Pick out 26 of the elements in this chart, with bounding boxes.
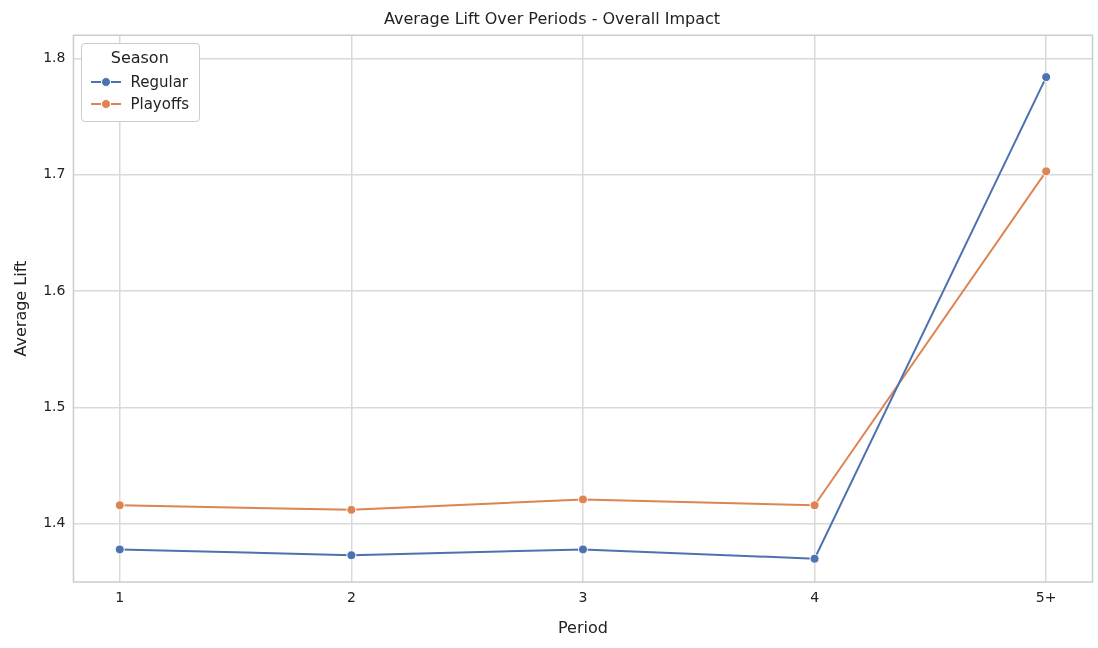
x-tick-label: 3 [578,589,588,606]
y-axis-title: Average Lift [10,260,30,357]
y-tick-label: 1.8 [43,49,66,66]
point [114,544,125,555]
point [809,553,820,564]
legend-label: Playoffs [130,94,190,116]
y-tick-label: 1.6 [43,281,66,298]
point [114,500,125,511]
point [809,500,820,511]
point [577,544,588,555]
y-tick-label: 1.7 [43,165,66,182]
x-axis-title: Period [558,617,608,637]
x-tick-label: 2 [346,589,356,606]
x-tick-label: 1 [115,589,125,606]
y-tick-label: 1.4 [43,514,66,531]
legend-title: Season [109,48,170,68]
point [577,494,588,505]
legend-label: Regular [130,72,188,94]
point [346,550,357,561]
y-tick-label: 1.5 [43,398,66,415]
x-tick-label: 4 [810,589,820,606]
x-tick-label: 5+ [1035,589,1057,606]
chart-title: Average Lift Over Periods - Overall Impact [383,8,721,28]
point [1041,166,1052,177]
point [346,504,357,515]
point [1041,72,1052,83]
